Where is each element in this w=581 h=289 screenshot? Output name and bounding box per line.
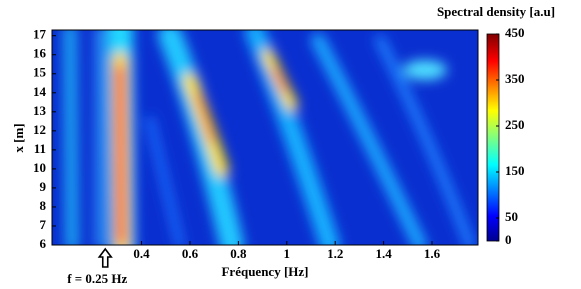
y-tick-label: 10 bbox=[33, 160, 46, 175]
y-tick-label: 7 bbox=[40, 217, 47, 232]
x-tick-label: 1.2 bbox=[327, 246, 343, 261]
y-tick-label: 14 bbox=[33, 84, 47, 99]
heatmap-image bbox=[52, 28, 478, 250]
annotation: f = 0.25 Hz bbox=[67, 271, 127, 286]
x-tick-label: 1.6 bbox=[424, 246, 441, 261]
colorbar-tick-label: 350 bbox=[505, 71, 525, 86]
x-tick-label: 0.4 bbox=[133, 246, 150, 261]
colorbar-tick-label: 150 bbox=[505, 163, 525, 178]
colorbar-tick-label: 250 bbox=[505, 117, 525, 132]
y-tick-label: 15 bbox=[33, 65, 47, 80]
y-tick-label: 8 bbox=[40, 198, 47, 213]
y-tick-label: 12 bbox=[33, 122, 46, 137]
colorbar bbox=[487, 34, 499, 241]
y-tick-label: 13 bbox=[33, 103, 47, 118]
y-tick-label: 9 bbox=[40, 179, 47, 194]
colorbar-tick-label: 50 bbox=[505, 209, 518, 224]
x-tick-label: 1 bbox=[284, 246, 291, 261]
y-tick-label: 16 bbox=[33, 46, 47, 61]
x-tick-label: 0.8 bbox=[230, 246, 247, 261]
chart: Spectral density [a.u] Fréquency [Hz] x … bbox=[0, 0, 581, 289]
y-tick-label: 11 bbox=[34, 141, 46, 156]
y-axis-label: x [m] bbox=[11, 123, 26, 152]
y-tick-label: 6 bbox=[40, 236, 47, 251]
colorbar-title: Spectral density [a.u] bbox=[437, 4, 555, 19]
x-tick-label: 0.6 bbox=[182, 246, 199, 261]
x-axis-label: Fréquency [Hz] bbox=[221, 264, 308, 279]
colorbar-tick-label: 0 bbox=[505, 232, 512, 247]
y-tick-label: 17 bbox=[33, 27, 47, 42]
annotation-arrow bbox=[99, 249, 111, 267]
colorbar-tick-label: 450 bbox=[505, 25, 525, 40]
x-tick-label: 1.4 bbox=[375, 246, 392, 261]
